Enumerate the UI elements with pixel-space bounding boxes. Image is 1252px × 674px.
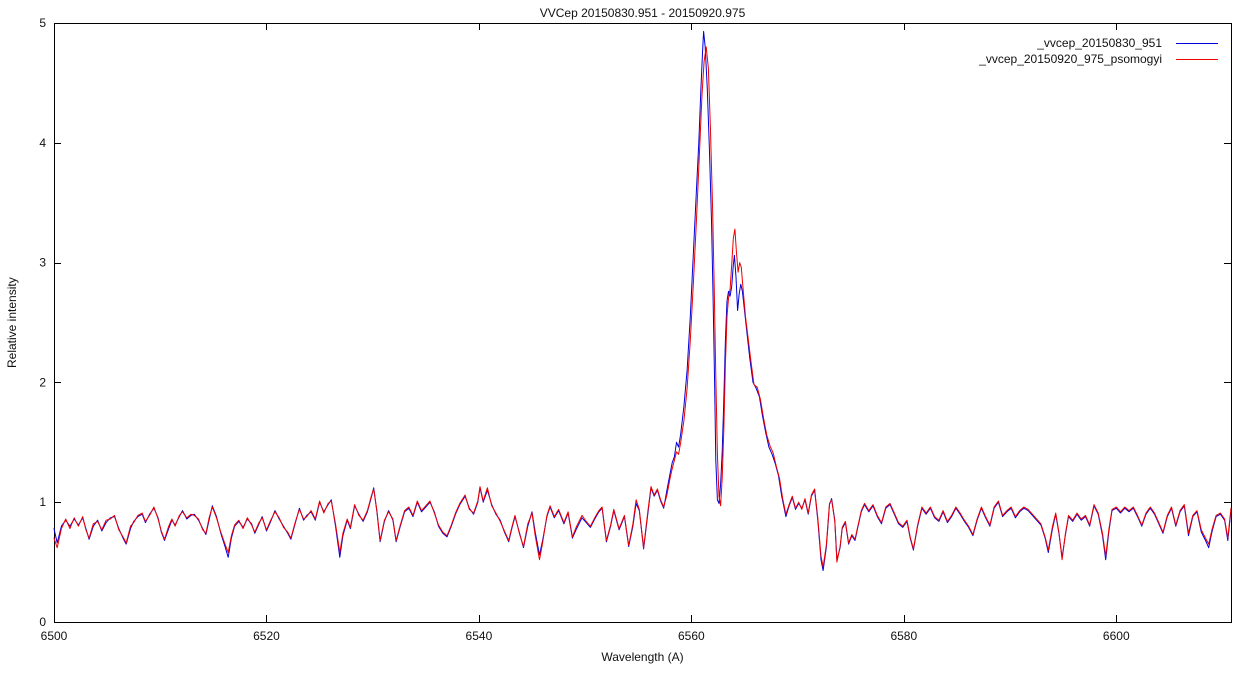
x-tick-label: 6580 xyxy=(890,629,917,643)
legend-line-sample-series2 xyxy=(1176,58,1218,60)
legend-line-sample-series1 xyxy=(1176,42,1218,44)
plot-border xyxy=(54,23,1232,623)
x-tick-label: 6500 xyxy=(41,629,68,643)
y-tick-label: 5 xyxy=(39,16,46,30)
y-axis-title: Relative intensity xyxy=(5,277,19,368)
y-tick-label: 1 xyxy=(39,495,46,509)
x-tick-label: 6520 xyxy=(253,629,280,643)
y-tick-label: 4 xyxy=(39,136,46,150)
legend-label-series1: _vvcep_20150830_951 xyxy=(1037,36,1162,50)
y-tick-label: 3 xyxy=(39,256,46,270)
x-tick-label: 6560 xyxy=(678,629,705,643)
y-tick-label: 0 xyxy=(39,615,46,629)
y-tick-label: 2 xyxy=(39,375,46,389)
legend-entry: _vvcep_20150920_975_psomogyi xyxy=(979,51,1218,67)
chart-title: VVCep 20150830.951 - 20150920.975 xyxy=(539,6,746,20)
spectrum-line-red xyxy=(53,46,1232,568)
legend-entry: _vvcep_20150830_951 xyxy=(979,35,1218,51)
legend-label-series2: _vvcep_20150920_975_psomogyi xyxy=(979,52,1162,66)
legend: _vvcep_20150830_951 _vvcep_20150920_975_… xyxy=(979,35,1218,67)
x-tick-label: 6600 xyxy=(1103,629,1130,643)
x-tick-label: 6540 xyxy=(466,629,493,643)
x-axis-title: Wavelength (A) xyxy=(601,650,684,664)
spectrum-line-blue xyxy=(53,30,1232,571)
